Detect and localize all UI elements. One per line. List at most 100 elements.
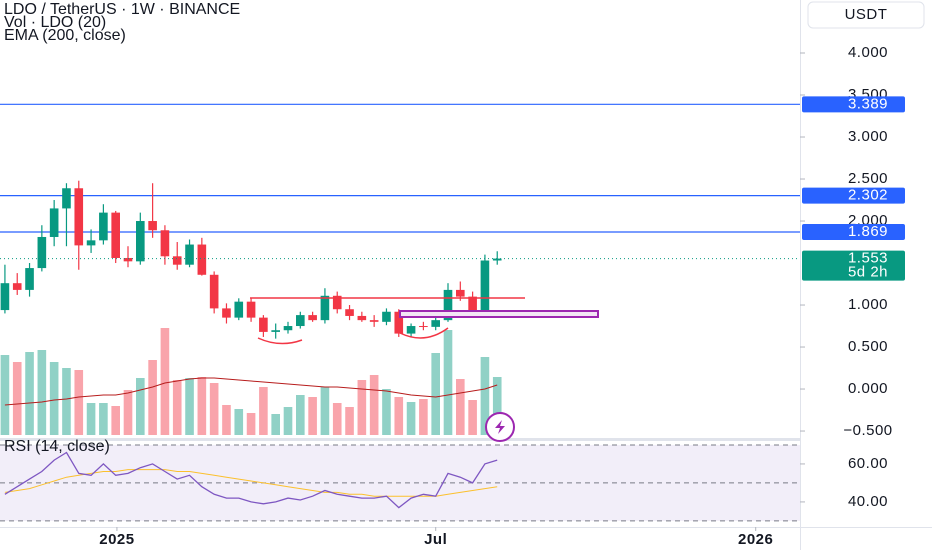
x-tick-label: 2025 (99, 531, 134, 548)
candle-body (0, 283, 10, 311)
volume-bar (37, 350, 47, 435)
rsi-legend: RSI (14, close) (4, 438, 110, 455)
volume-legend: Vol · LDO (20) (4, 14, 106, 31)
candle-body (406, 326, 416, 334)
level-tag (802, 224, 905, 241)
candle-body (99, 212, 108, 241)
volume-bar (480, 357, 490, 435)
volume-bar (492, 377, 502, 435)
volume-bar (74, 370, 84, 435)
volume-bar (468, 400, 477, 435)
drawn-arc[interactable] (399, 327, 449, 339)
candle-body (296, 315, 305, 327)
volume-bar (12, 362, 22, 435)
volume-bar (456, 379, 465, 435)
candle-body (37, 236, 47, 269)
currency-button[interactable] (807, 1, 925, 29)
volume-bar (443, 330, 453, 435)
candle-body (74, 188, 84, 246)
candle-body (62, 188, 71, 209)
candle-body (357, 315, 367, 321)
volume-bar (246, 413, 256, 435)
candle-body (172, 256, 182, 265)
volume-bar (283, 407, 293, 435)
last-price-label: 1.553 (848, 250, 888, 267)
volume-bar (172, 380, 182, 435)
y-tick-label: 1.000 (848, 296, 888, 313)
lightning-icon (495, 420, 505, 434)
volume-bar (185, 378, 194, 435)
rsi-tick-label: 60.00 (848, 455, 888, 472)
x-tick-label: Jul (424, 531, 447, 548)
y-tick-label: 2.500 (848, 170, 888, 187)
volume-bar (357, 380, 367, 435)
volume-bar (394, 397, 404, 435)
volume-bar (296, 395, 305, 435)
candle-body (246, 301, 256, 318)
level-tag-label: 1.869 (848, 223, 888, 240)
symbol-title: LDO / TetherUS · 1W · BINANCE (4, 1, 240, 18)
legend-bg (0, 0, 450, 44)
candle-body (480, 260, 490, 314)
candle-body (197, 244, 207, 275)
volume-bar (136, 378, 145, 435)
rsi-line (4, 451, 498, 509)
drawn-rectangle[interactable] (399, 310, 599, 318)
volume-bar (49, 362, 59, 435)
candle-body (271, 330, 280, 332)
volume-bar (369, 375, 379, 435)
candle-body (332, 295, 342, 310)
volume-bar (25, 352, 34, 435)
countdown: 5d 2h (848, 264, 888, 281)
y-tick-label: 0.500 (848, 338, 888, 355)
volume-bar (259, 387, 268, 435)
level-tag (802, 187, 905, 204)
candle-body (443, 289, 453, 321)
candle-body (86, 240, 96, 246)
candle-body (185, 244, 194, 265)
level-tag (802, 96, 905, 113)
y-tick-label: −0.500 (843, 422, 892, 439)
candle-body (308, 315, 317, 321)
candle-body (320, 295, 330, 321)
candle-body (431, 320, 440, 327)
y-tick-label: 0.000 (848, 380, 888, 397)
candle-body (111, 212, 120, 258)
volume-bar (123, 390, 133, 435)
candle-body (419, 326, 428, 328)
candle-body (492, 258, 502, 261)
candle-body (456, 289, 465, 297)
volume-bar (86, 403, 96, 435)
currency: USDT (845, 6, 888, 23)
candle-body (345, 309, 354, 316)
level-tag-label: 2.302 (848, 187, 888, 204)
candle-body (234, 301, 244, 318)
ema-legend: EMA (200, close) (4, 27, 126, 44)
candle-body (25, 268, 34, 290)
candle-body (160, 230, 170, 257)
drawn-arc[interactable] (257, 337, 303, 345)
volume-bar (308, 397, 317, 435)
candle-body (369, 320, 379, 322)
y-tick-label: 4.000 (848, 44, 888, 61)
candle-body (209, 274, 219, 309)
candle-body (136, 221, 145, 262)
volume-ma-line (4, 377, 498, 406)
volume-bar (0, 355, 10, 435)
candle-body (12, 283, 22, 290)
level-tag-label: 3.389 (848, 95, 888, 112)
volume-bar (345, 407, 354, 435)
rsi-tick-label: 40.00 (848, 493, 888, 510)
volume-bar (209, 383, 219, 435)
last-price-tag (802, 250, 905, 281)
volume-bar (62, 368, 71, 435)
volume-bar (431, 353, 440, 435)
candle-body (394, 311, 404, 334)
volume-bar (271, 414, 280, 435)
volume-bar (234, 409, 244, 435)
volume-bar (406, 402, 416, 435)
volume-bar (382, 389, 391, 435)
volume-bar (320, 387, 330, 435)
